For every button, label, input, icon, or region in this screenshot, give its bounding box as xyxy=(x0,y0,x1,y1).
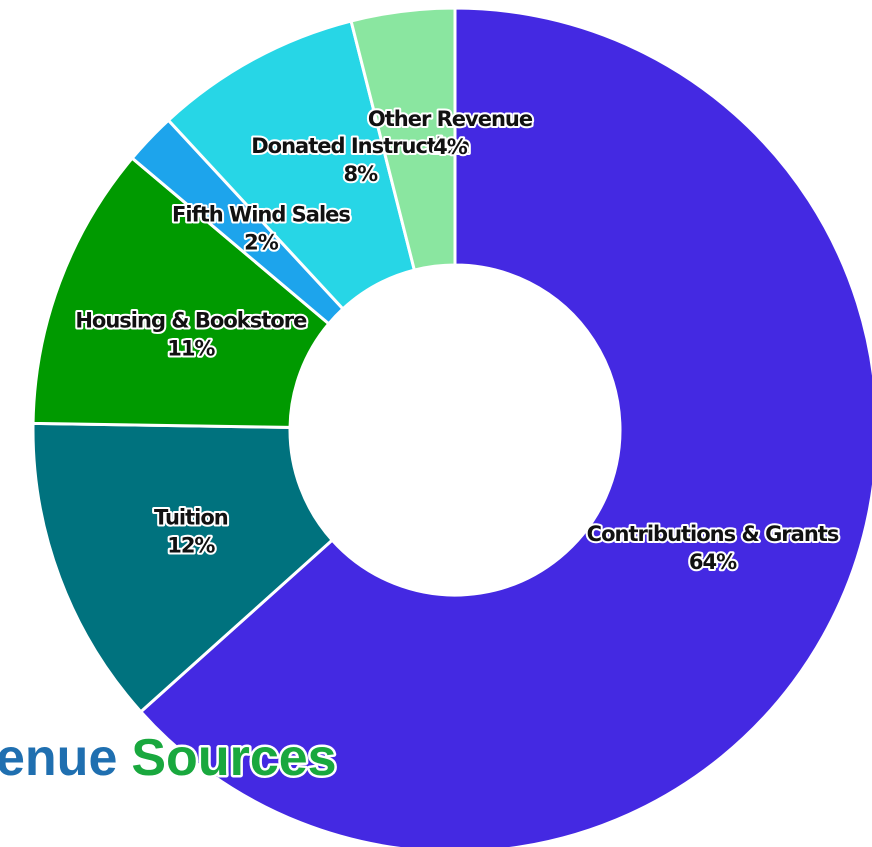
slice-label: Contributions & Grants xyxy=(587,522,839,546)
donut-slice xyxy=(166,19,417,311)
slice-label: Fifth Wind Sales xyxy=(172,202,350,226)
slice-value: 12% xyxy=(167,534,215,558)
donut-slice xyxy=(31,421,335,714)
slice-label: Housing & Bookstore xyxy=(75,308,307,332)
slice-label: Donated Instruction xyxy=(251,134,469,158)
slice-value: 64% xyxy=(689,550,737,574)
donut-slice xyxy=(138,6,872,847)
chart-title: enue Sources xyxy=(0,729,337,787)
slice-value: 4% xyxy=(433,135,468,159)
slice-value: 8% xyxy=(344,162,379,186)
title: enue Sources xyxy=(0,727,339,790)
title-part: enue xyxy=(0,729,117,787)
slice-label: Other Revenue xyxy=(368,107,533,131)
title-part: Sources xyxy=(131,729,336,787)
slice-label: Tuition xyxy=(154,506,228,530)
donut-slice xyxy=(349,6,457,272)
donut-slice xyxy=(31,156,331,429)
slice-value: 11% xyxy=(167,336,215,360)
slice-value: 2% xyxy=(244,230,279,254)
